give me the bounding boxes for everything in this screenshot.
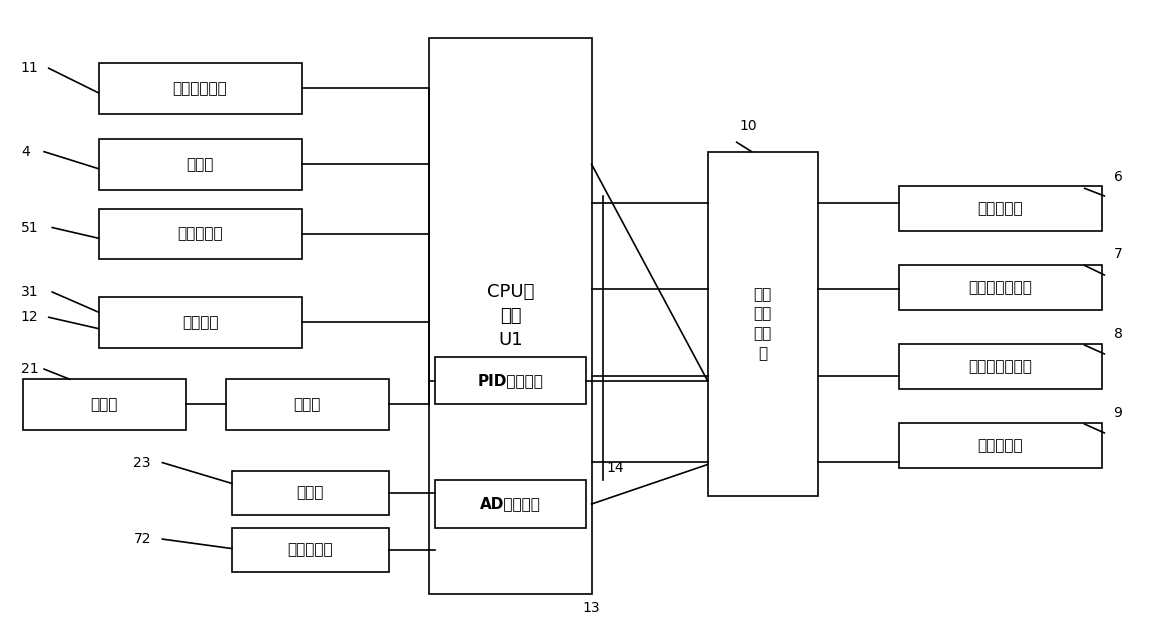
Bar <box>99 139 302 190</box>
Text: 10: 10 <box>739 119 757 133</box>
Text: CPU控
制器
U1: CPU控 制器 U1 <box>487 283 534 349</box>
Bar <box>226 379 389 430</box>
Text: 进气控制器: 进气控制器 <box>288 542 333 557</box>
Bar <box>899 186 1102 231</box>
Bar <box>899 265 1102 310</box>
Bar <box>99 209 302 259</box>
Text: 14: 14 <box>606 461 624 475</box>
Text: 旁通阀: 旁通阀 <box>297 485 324 501</box>
Bar <box>23 379 186 430</box>
Bar <box>435 357 586 404</box>
Bar <box>99 63 302 114</box>
Text: 工质泵: 工质泵 <box>90 397 118 412</box>
Text: 11: 11 <box>21 61 38 75</box>
Text: 23: 23 <box>133 456 151 470</box>
Text: 蒸发器: 蒸发器 <box>187 157 213 172</box>
Text: 13: 13 <box>582 601 601 615</box>
Text: 21: 21 <box>21 362 38 376</box>
Bar <box>708 152 818 496</box>
Text: 压缩机主电机: 压缩机主电机 <box>173 81 227 96</box>
Text: 流量远传变送器: 流量远传变送器 <box>969 359 1032 374</box>
Bar <box>435 480 586 528</box>
Text: 8: 8 <box>1114 327 1123 341</box>
Text: 温度传感器: 温度传感器 <box>978 438 1023 453</box>
Bar <box>899 423 1102 468</box>
Bar <box>232 471 389 515</box>
Text: 变频器: 变频器 <box>293 397 321 412</box>
Bar <box>899 344 1102 389</box>
Bar <box>429 38 592 594</box>
Text: 冷凝风机: 冷凝风机 <box>182 315 218 330</box>
Text: 膨胀机油泵: 膨胀机油泵 <box>177 226 223 241</box>
Text: 31: 31 <box>21 285 38 299</box>
Text: 压力变送器: 压力变送器 <box>978 201 1023 216</box>
Text: 6: 6 <box>1114 170 1123 184</box>
Text: AD转换模块: AD转换模块 <box>480 497 541 511</box>
Bar <box>99 297 302 348</box>
Text: 4: 4 <box>21 145 30 159</box>
Text: 液位远传变送器: 液位远传变送器 <box>969 280 1032 295</box>
Text: 9: 9 <box>1114 406 1123 420</box>
Text: 72: 72 <box>133 532 151 546</box>
Text: 7: 7 <box>1114 247 1123 261</box>
Bar <box>232 528 389 572</box>
Text: PID调节模块: PID调节模块 <box>478 374 543 388</box>
Text: 12: 12 <box>21 310 38 324</box>
Text: 51: 51 <box>21 221 38 234</box>
Text: 模拟
量输
入模
块: 模拟 量输 入模 块 <box>754 287 771 361</box>
